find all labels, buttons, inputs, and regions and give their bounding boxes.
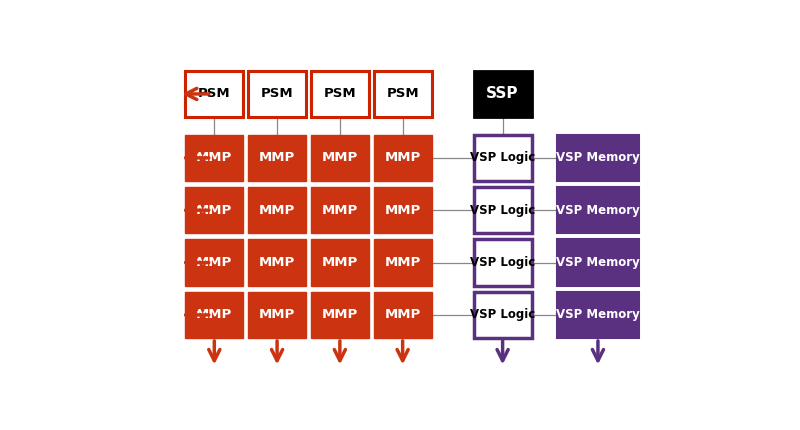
FancyBboxPatch shape [558, 135, 638, 181]
Text: MMP: MMP [322, 256, 358, 269]
FancyBboxPatch shape [558, 187, 638, 233]
FancyBboxPatch shape [248, 71, 306, 117]
FancyBboxPatch shape [374, 71, 432, 117]
FancyBboxPatch shape [248, 240, 306, 286]
Text: PSM: PSM [198, 87, 230, 101]
Text: MMP: MMP [322, 308, 358, 322]
FancyBboxPatch shape [474, 71, 532, 117]
Text: PSM: PSM [323, 87, 356, 101]
FancyBboxPatch shape [558, 292, 638, 338]
Text: PSM: PSM [386, 87, 419, 101]
FancyBboxPatch shape [374, 187, 432, 233]
FancyBboxPatch shape [558, 240, 638, 286]
FancyBboxPatch shape [248, 135, 306, 181]
Text: MMP: MMP [259, 256, 295, 269]
FancyBboxPatch shape [248, 292, 306, 338]
Text: VSP Memory: VSP Memory [556, 308, 640, 322]
Text: MMP: MMP [385, 151, 421, 164]
FancyBboxPatch shape [186, 240, 243, 286]
Text: MMP: MMP [322, 151, 358, 164]
FancyBboxPatch shape [474, 240, 532, 286]
FancyBboxPatch shape [374, 240, 432, 286]
FancyBboxPatch shape [186, 187, 243, 233]
Text: VSP Logic: VSP Logic [470, 204, 535, 217]
Text: MMP: MMP [196, 256, 233, 269]
Text: VSP Logic: VSP Logic [470, 151, 535, 164]
FancyBboxPatch shape [474, 292, 532, 338]
Text: MMP: MMP [196, 204, 233, 217]
FancyBboxPatch shape [310, 187, 369, 233]
Text: MMP: MMP [259, 204, 295, 217]
Text: PSM: PSM [261, 87, 294, 101]
FancyBboxPatch shape [374, 135, 432, 181]
Text: SSP: SSP [486, 86, 519, 101]
FancyBboxPatch shape [374, 292, 432, 338]
FancyBboxPatch shape [310, 240, 369, 286]
Text: VSP Memory: VSP Memory [556, 256, 640, 269]
FancyBboxPatch shape [474, 187, 532, 233]
Text: MMP: MMP [259, 308, 295, 322]
FancyBboxPatch shape [310, 292, 369, 338]
Text: VSP Memory: VSP Memory [556, 204, 640, 217]
Text: VSP Logic: VSP Logic [470, 308, 535, 322]
FancyBboxPatch shape [186, 135, 243, 181]
FancyBboxPatch shape [310, 135, 369, 181]
FancyBboxPatch shape [186, 292, 243, 338]
Text: MMP: MMP [196, 308, 233, 322]
Text: MMP: MMP [385, 204, 421, 217]
Text: MMP: MMP [196, 151, 233, 164]
Text: MMP: MMP [322, 204, 358, 217]
Text: MMP: MMP [259, 151, 295, 164]
FancyBboxPatch shape [186, 71, 243, 117]
Text: VSP Memory: VSP Memory [556, 151, 640, 164]
FancyBboxPatch shape [248, 187, 306, 233]
Text: VSP Logic: VSP Logic [470, 256, 535, 269]
FancyBboxPatch shape [474, 135, 532, 181]
FancyBboxPatch shape [310, 71, 369, 117]
Text: MMP: MMP [385, 308, 421, 322]
Text: MMP: MMP [385, 256, 421, 269]
